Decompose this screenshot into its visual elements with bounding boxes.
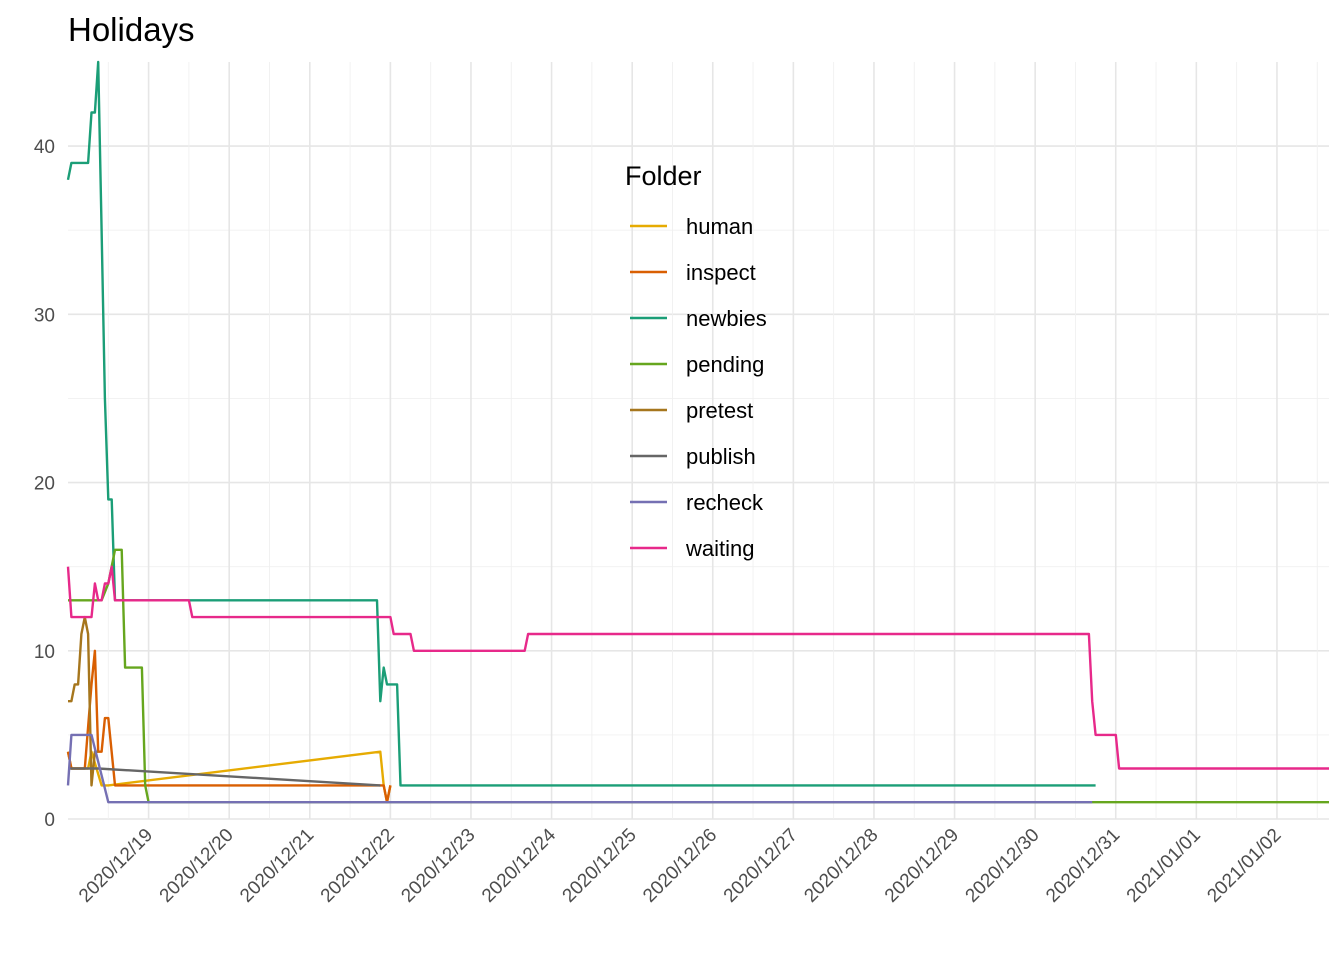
y-tick-label: 0 [44, 810, 55, 831]
x-tick-label: 2020/12/23 [397, 825, 479, 907]
x-tick-label: 2020/12/31 [1042, 825, 1124, 907]
y-tick-label: 40 [34, 137, 55, 158]
x-tick-label: 2020/12/28 [800, 825, 882, 907]
y-axis-ticks: 0 10 20 30 40 [34, 137, 55, 831]
series-lines [66, 60, 1329, 804]
legend-label-waiting: waiting [685, 536, 754, 561]
legend: Folder human inspect newbies pending pretest… [625, 161, 767, 561]
x-tick-label: 2020/12/24 [478, 824, 560, 906]
series-line-waiting [66, 565, 1329, 770]
x-tick-label: 2020/12/20 [156, 825, 238, 907]
x-tick-label: 2020/12/19 [75, 825, 157, 907]
grid [68, 62, 1329, 820]
series-line-publish [68, 767, 381, 787]
x-tick-label: 2020/12/29 [881, 825, 963, 907]
series-line-newbies [66, 60, 1096, 787]
legend-label-human: human [686, 214, 753, 239]
chart-title: Holidays [68, 11, 195, 48]
legend-label-pending: pending [686, 352, 764, 377]
x-tick-label: 2021/01/02 [1203, 825, 1285, 907]
x-tick-label: 2020/12/22 [317, 825, 399, 907]
legend-label-recheck: recheck [686, 490, 764, 515]
x-tick-label: 2020/12/21 [236, 825, 318, 907]
x-tick-label: 2020/12/27 [720, 825, 802, 907]
x-tick-label: 2021/01/01 [1123, 825, 1205, 907]
y-tick-label: 10 [34, 642, 55, 663]
x-axis-ticks: 2020/12/192020/12/202020/12/212020/12/22… [75, 824, 1285, 906]
legend-label-publish: publish [686, 444, 756, 469]
x-tick-label: 2020/12/30 [962, 825, 1044, 907]
series-line-pretest [68, 615, 99, 787]
legend-label-newbies: newbies [686, 306, 767, 331]
y-tick-label: 30 [34, 305, 55, 326]
legend-title: Folder [625, 161, 702, 191]
x-tick-label: 2020/12/25 [559, 825, 641, 907]
series-line-recheck [66, 733, 1093, 804]
legend-label-pretest: pretest [686, 398, 753, 423]
legend-label-inspect: inspect [686, 260, 756, 285]
series-line-pending [68, 548, 1329, 804]
y-tick-label: 20 [34, 474, 55, 495]
x-tick-label: 2020/12/26 [639, 825, 721, 907]
